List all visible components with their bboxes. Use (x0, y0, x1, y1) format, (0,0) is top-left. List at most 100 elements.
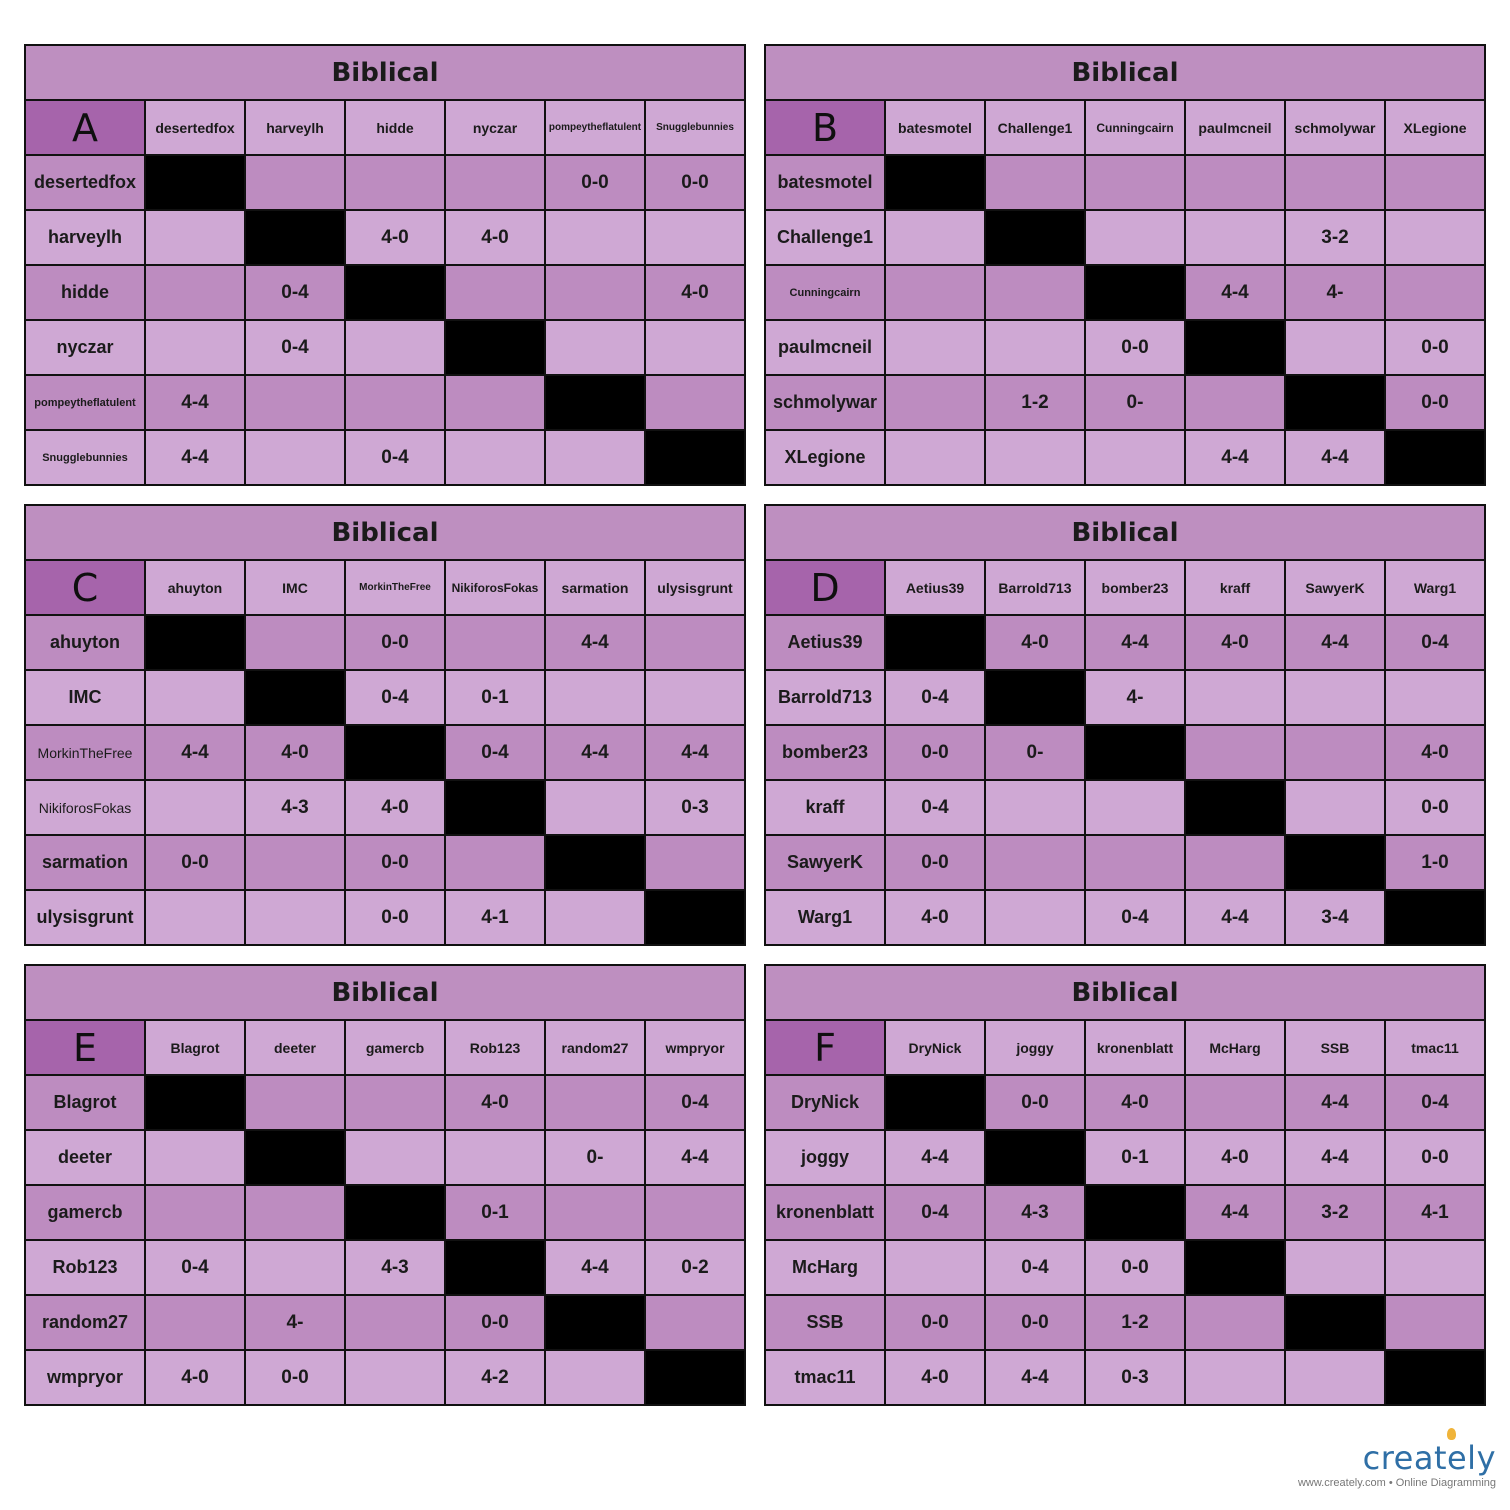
result-cell: 0-0 (1386, 1131, 1484, 1184)
column-header: deeter (246, 1021, 344, 1074)
row-header: Barrold713 (766, 671, 884, 724)
result-cell: 4-4 (146, 431, 244, 484)
diagonal-cell (886, 1076, 984, 1129)
row-header: tmac11 (766, 1351, 884, 1404)
result-cell (146, 1131, 244, 1184)
result-cell (646, 211, 744, 264)
group-e-table: Biblical E Blagrot deeter gamercb Rob123 rando… (24, 964, 746, 1406)
result-cell: 0-0 (646, 156, 744, 209)
result-cell: 4-4 (646, 726, 744, 779)
diagonal-cell (146, 156, 244, 209)
result-cell (246, 1241, 344, 1294)
row-header: gamercb (26, 1186, 144, 1239)
diagonal-cell (546, 376, 644, 429)
group-f-table: Biblical F DryNick joggy kronenblatt McHarg SS… (764, 964, 1486, 1406)
group-letter: F (766, 1021, 884, 1074)
result-cell: 4-4 (546, 616, 644, 669)
diagonal-cell (986, 1131, 1084, 1184)
result-cell (986, 781, 1084, 834)
lightbulb-icon (1447, 1428, 1456, 1440)
result-cell: 4-4 (1186, 1186, 1284, 1239)
row-header: Snugglebunnies (26, 431, 144, 484)
result-cell: 0-0 (1086, 321, 1184, 374)
result-cell (646, 1186, 744, 1239)
result-cell (246, 836, 344, 889)
row-header: MorkinTheFree (26, 726, 144, 779)
row-header: hidde (26, 266, 144, 319)
diagonal-cell (1286, 836, 1384, 889)
result-cell (346, 376, 444, 429)
creately-logo: creately www.creately.com • Online Diagr… (1266, 1428, 1496, 1500)
result-cell (146, 1296, 244, 1349)
diagonal-cell (1086, 1186, 1184, 1239)
result-cell (346, 321, 444, 374)
row-header: Cunningcairn (766, 266, 884, 319)
row-header: Warg1 (766, 891, 884, 944)
result-cell (986, 321, 1084, 374)
row-header: schmolywar (766, 376, 884, 429)
result-cell: 0-4 (886, 671, 984, 724)
row-header: SawyerK (766, 836, 884, 889)
row-header: deeter (26, 1131, 144, 1184)
result-cell: 4-0 (1186, 616, 1284, 669)
diagonal-cell (1386, 891, 1484, 944)
column-header: McHarg (1186, 1021, 1284, 1074)
result-cell: 0- (1086, 376, 1184, 429)
row-header: bomber23 (766, 726, 884, 779)
row-header: desertedfox (26, 156, 144, 209)
column-header: IMC (246, 561, 344, 614)
result-cell (1386, 1241, 1484, 1294)
column-header: kraff (1186, 561, 1284, 614)
result-cell: 0-0 (346, 616, 444, 669)
result-cell: 0-4 (986, 1241, 1084, 1294)
result-cell (446, 431, 544, 484)
diagonal-cell (146, 1076, 244, 1129)
result-cell: 0-3 (646, 781, 744, 834)
result-cell: 0-3 (1086, 1351, 1184, 1404)
result-cell: 0-0 (1386, 321, 1484, 374)
column-header: ulysisgrunt (646, 561, 744, 614)
diagonal-cell (246, 1131, 344, 1184)
results-grid: E Blagrot deeter gamercb Rob123 random27 wmpry… (26, 1021, 744, 1404)
row-header: XLegione (766, 431, 884, 484)
result-cell (546, 321, 644, 374)
result-cell (1186, 1076, 1284, 1129)
result-cell: 4-4 (1286, 616, 1384, 669)
result-cell (546, 671, 644, 724)
result-cell: 0-4 (446, 726, 544, 779)
result-cell: 0-1 (446, 1186, 544, 1239)
result-cell (646, 321, 744, 374)
result-cell (646, 376, 744, 429)
result-cell: 4-0 (246, 726, 344, 779)
result-cell: 0-2 (646, 1241, 744, 1294)
column-header: batesmotel (886, 101, 984, 154)
result-cell (986, 891, 1084, 944)
diagonal-cell (346, 726, 444, 779)
result-cell: 4-3 (346, 1241, 444, 1294)
row-header: DryNick (766, 1076, 884, 1129)
diagonal-cell (1186, 781, 1284, 834)
result-cell (986, 836, 1084, 889)
result-cell (986, 266, 1084, 319)
result-cell (1286, 156, 1384, 209)
column-header: Snugglebunnies (646, 101, 744, 154)
result-cell (986, 156, 1084, 209)
result-cell: 4-1 (446, 891, 544, 944)
result-cell: 0-4 (1386, 616, 1484, 669)
result-cell (246, 376, 344, 429)
result-cell (1186, 1296, 1284, 1349)
column-header: tmac11 (1386, 1021, 1484, 1074)
diagonal-cell (146, 616, 244, 669)
result-cell (1286, 726, 1384, 779)
result-cell (1286, 671, 1384, 724)
column-header: DryNick (886, 1021, 984, 1074)
result-cell: 4- (246, 1296, 344, 1349)
result-cell: 0-0 (886, 836, 984, 889)
result-cell: 0-4 (246, 266, 344, 319)
result-cell: 4-0 (446, 211, 544, 264)
column-header: SawyerK (1286, 561, 1384, 614)
result-cell (146, 266, 244, 319)
result-cell: 0-0 (1386, 781, 1484, 834)
result-cell: 4- (1286, 266, 1384, 319)
